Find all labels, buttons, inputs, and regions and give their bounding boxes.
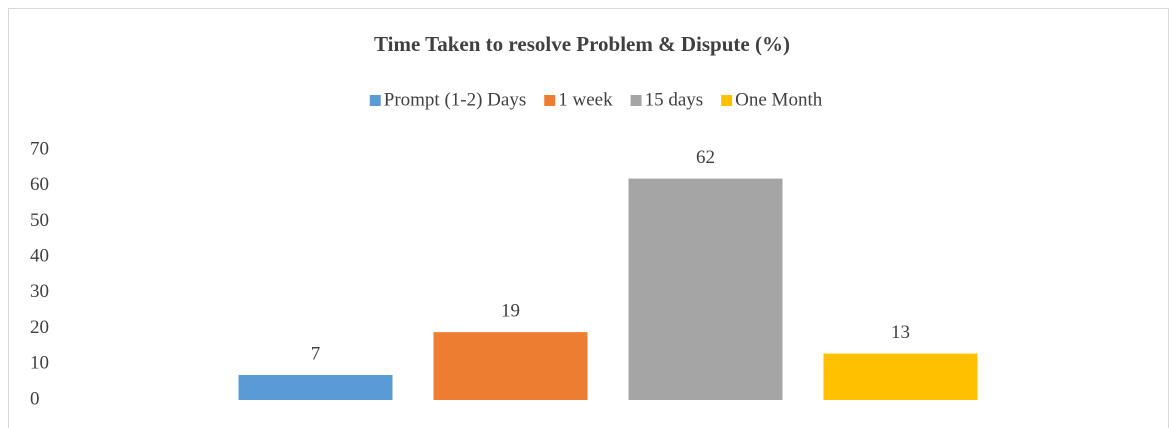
y-tick-label: 50 — [30, 210, 49, 231]
y-tick-label: 20 — [30, 317, 49, 338]
legend-label: 15 days — [645, 89, 704, 110]
legend-swatch — [544, 95, 556, 106]
y-tick-label: 0 — [30, 388, 40, 409]
legend-label: 1 week — [558, 89, 613, 110]
bar — [433, 332, 588, 400]
y-tick-label: 60 — [30, 174, 49, 195]
bar — [628, 178, 783, 400]
data-label: 13 — [891, 322, 910, 343]
bar — [238, 375, 393, 400]
y-tick-label: 10 — [30, 353, 49, 374]
chart-title: Time Taken to resolve Problem & Dispute … — [374, 32, 790, 56]
legend-swatch — [721, 95, 733, 106]
y-tick-label: 40 — [30, 246, 49, 267]
chart-border — [8, 8, 1169, 428]
data-label: 19 — [501, 301, 520, 322]
y-tick-label: 70 — [30, 138, 49, 159]
legend-label: Prompt (1-2) Days — [384, 89, 526, 110]
y-tick-label: 30 — [30, 281, 49, 302]
legend-label: One Month — [735, 89, 823, 110]
legend-swatch — [369, 95, 381, 106]
bar — [823, 353, 978, 400]
data-label: 7 — [311, 343, 321, 364]
legend-swatch — [630, 95, 642, 106]
data-label: 62 — [696, 147, 715, 168]
